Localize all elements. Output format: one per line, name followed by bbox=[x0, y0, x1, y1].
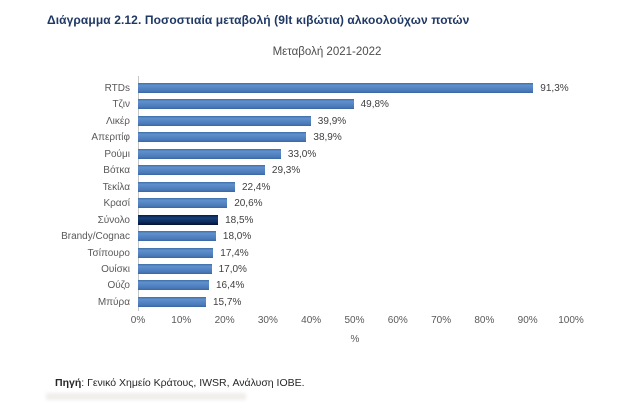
category-bar bbox=[138, 83, 534, 93]
plot-area: RTDs 91,3% Τζιν 49,8% Λικέρ 39,9% Απεριτίφ 38,9… bbox=[0, 76, 640, 311]
chart-row: Λικέρ 39,9% bbox=[0, 113, 640, 129]
category-label: Λικέρ bbox=[105, 115, 130, 127]
category-label: Τσίπουρο bbox=[87, 247, 130, 259]
x-tick-label: 0% bbox=[130, 315, 146, 326]
category-label: Μπύρα bbox=[97, 296, 130, 308]
chart-row: Ρούμι 33,0% bbox=[0, 146, 640, 162]
category-label: Τεκίλα bbox=[102, 181, 130, 193]
chart-row: Βότκα 29,3% bbox=[0, 162, 640, 178]
chart-row: Απεριτίφ 38,9% bbox=[0, 129, 640, 145]
category-bar bbox=[138, 198, 228, 208]
value-label: 38,9% bbox=[313, 131, 342, 143]
chart-title: Μεταβολή 2021-2022 bbox=[272, 46, 382, 58]
category-bar bbox=[138, 165, 265, 175]
value-label: 20,6% bbox=[234, 197, 263, 209]
x-tick-label: 20% bbox=[214, 315, 235, 326]
category-label: Ούζο bbox=[107, 279, 130, 291]
category-bar bbox=[138, 99, 354, 109]
value-label: 39,9% bbox=[317, 115, 347, 127]
value-label: 15,7% bbox=[213, 296, 242, 308]
source-prefix: Πηγή bbox=[55, 377, 82, 389]
chart-row: Τεκίλα 22,4% bbox=[0, 179, 640, 195]
category-label: Brandy/Cognac bbox=[61, 230, 130, 242]
value-label: 16,4% bbox=[216, 279, 245, 291]
chart-row: Κρασί 20,6% bbox=[0, 195, 640, 211]
category-bar bbox=[138, 182, 235, 192]
value-label: 17,0% bbox=[218, 263, 247, 275]
category-bar bbox=[138, 280, 209, 290]
page-crop-artifact bbox=[46, 393, 246, 400]
chart-row: Ούζο 16,4% bbox=[0, 277, 640, 293]
category-label: RTDs bbox=[104, 82, 130, 94]
category-bar bbox=[138, 297, 206, 307]
total-highlight-bar bbox=[138, 215, 219, 225]
x-tick-label: 100% bbox=[558, 315, 584, 326]
x-axis-label: % bbox=[350, 334, 360, 345]
y-axis-line bbox=[138, 76, 139, 311]
x-tick-label: 40% bbox=[301, 315, 322, 326]
category-label: Απεριτίφ bbox=[91, 131, 130, 143]
category-bar bbox=[138, 231, 216, 241]
x-tick-label: 60% bbox=[387, 315, 408, 326]
chart-row: Τσίπουρο 17,4% bbox=[0, 245, 640, 261]
value-label: 18,5% bbox=[225, 214, 254, 226]
category-label: Βότκα bbox=[103, 164, 130, 176]
category-label: Ουίσκι bbox=[101, 263, 130, 275]
value-label: 49,8% bbox=[360, 98, 389, 110]
category-label: Ρούμι bbox=[104, 148, 130, 160]
category-bar bbox=[138, 264, 212, 274]
chart-row: Brandy/Cognac 18,0% bbox=[0, 228, 640, 244]
category-label: Τζιν bbox=[112, 98, 130, 110]
category-bar bbox=[138, 132, 307, 142]
chart-row: Τζιν 49,8% bbox=[0, 96, 640, 112]
x-tick-label: 10% bbox=[171, 315, 192, 326]
category-bar bbox=[138, 116, 311, 126]
chart-row: RTDs 91,3% bbox=[0, 80, 640, 96]
category-label: Σύνολο bbox=[97, 214, 130, 226]
category-label: Κρασί bbox=[103, 197, 130, 209]
x-tick-label: 70% bbox=[431, 315, 452, 326]
figure-title: Διάγραμμα 2.12. Ποσοστιαία μεταβολή (9lt… bbox=[47, 13, 470, 27]
value-label: 29,3% bbox=[271, 164, 301, 176]
x-tick-label: 30% bbox=[257, 315, 278, 326]
chart-row: Μπύρα 15,7% bbox=[0, 294, 640, 310]
source-note: Πηγή: Γενικό Χημείο Κράτους, IWSR, Ανάλυ… bbox=[55, 377, 305, 389]
x-tick-label: 80% bbox=[474, 315, 495, 326]
x-tick-label: 50% bbox=[344, 315, 365, 326]
value-label: 22,4% bbox=[242, 181, 271, 193]
value-label: 18,0% bbox=[222, 230, 252, 242]
value-label: 33,0% bbox=[287, 148, 317, 160]
category-bar bbox=[138, 149, 281, 159]
x-tick-label: 90% bbox=[517, 315, 538, 326]
value-label: 91,3% bbox=[540, 82, 569, 94]
value-label: 17,4% bbox=[220, 247, 249, 259]
category-bar bbox=[138, 248, 214, 258]
chart-row: Σύνολο 18,5% bbox=[0, 212, 640, 228]
chart-row: Ουίσκι 17,0% bbox=[0, 261, 640, 277]
source-text: : Γενικό Χημείο Κράτους, IWSR, Ανάλυση Ι… bbox=[81, 377, 305, 389]
